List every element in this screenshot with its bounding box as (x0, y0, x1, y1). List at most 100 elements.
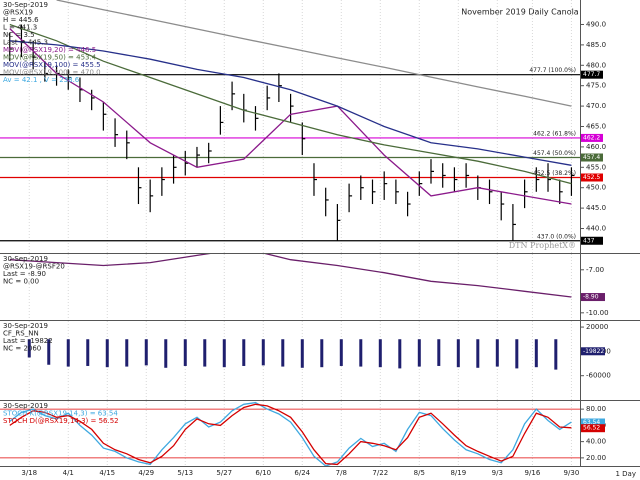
legend-text: 30-Sep-2019 (3, 322, 48, 330)
bar (320, 339, 324, 368)
last-label: -19822 (583, 348, 604, 355)
level-box (581, 133, 603, 142)
y-tick-label: 460.0 (586, 143, 606, 151)
bar (222, 339, 226, 368)
legend-entry: MOV(@RSX19,100) = 455.5 (3, 61, 101, 69)
bar (105, 339, 109, 368)
x-tick-label: 7/22 (372, 469, 388, 477)
level-label: 452.5 (38.2%) (533, 170, 576, 177)
level-box-label: 477.7 (583, 71, 600, 78)
panel (27, 321, 572, 400)
y-tick-label: 40.00 (586, 438, 606, 446)
bar (203, 339, 207, 367)
bar (495, 339, 499, 367)
legend-text: L = 441.3 (3, 24, 37, 32)
bar (554, 339, 558, 370)
y-tick-label: 490.0 (586, 20, 606, 28)
y-tick-label: 450.0 (586, 184, 606, 192)
bar (183, 339, 187, 366)
x-tick-label: 9/16 (525, 469, 541, 477)
bar (281, 339, 285, 367)
bar (398, 339, 402, 369)
x-tick-label: 3/18 (21, 469, 37, 477)
legend-note: Av = 42.1 , V = 238.6 (3, 76, 80, 84)
bar (456, 339, 460, 368)
level-box (581, 173, 603, 182)
series-line (9, 403, 572, 466)
bar (300, 339, 304, 368)
y-tick-label: -60000 (586, 372, 611, 380)
level-label: 437.0 (0.0%) (537, 233, 576, 240)
x-tick-label: 6/10 (255, 469, 271, 477)
y-tick-label: 485.0 (586, 41, 606, 49)
bar (339, 339, 343, 366)
level-label: 477.7 (100.0%) (529, 67, 576, 74)
legend-entry: STOCH D(@RSX19,14,3) = 56.52 (3, 417, 119, 425)
y-tick-label: 20000 (586, 323, 608, 331)
legend-text: NC = 2060 (3, 345, 41, 353)
legend-text: @RSX19-@RSF20 (3, 263, 65, 271)
series-line (9, 23, 572, 185)
bar (417, 339, 421, 367)
y-tick-label: 470.0 (586, 102, 606, 110)
level-box-label: 457.4 (583, 154, 600, 161)
bar (515, 339, 519, 369)
bar (476, 339, 480, 368)
bar (534, 339, 538, 368)
legend-entry: MOV(@RSX19,20) = 446.5 (3, 46, 96, 54)
y-tick-label: -10.00 (586, 309, 609, 317)
y-tick-label: 465.0 (586, 123, 606, 131)
y-tick-label: -7.00 (586, 266, 604, 274)
bar (47, 339, 51, 365)
last-label: -8.90 (583, 294, 599, 301)
bar (144, 339, 148, 366)
x-tick-label: 5/27 (216, 469, 232, 477)
y-tick-label: 455.0 (586, 163, 606, 171)
x-tick-label: 5/13 (177, 469, 193, 477)
legend-entry: STOCH K(@RSX19,14,3) = 63.54 (3, 410, 118, 418)
legend-entry: MOV(@RSX19,200) = 470.0 (3, 69, 101, 77)
bar (125, 339, 129, 367)
level-box-label: 452.5 (583, 174, 600, 181)
y-tick-label: 475.0 (586, 82, 606, 90)
x-tick-label: 9/3 (492, 469, 503, 477)
y-tick-label: 440.0 (586, 225, 606, 233)
last-box (581, 424, 605, 433)
bar (437, 339, 441, 366)
panel (0, 0, 580, 253)
legend-entry: MOV(@RSX19,50) = 453.4 (3, 54, 97, 62)
level-box-label: 462.2 (583, 134, 600, 141)
legend-text: H = 445.6 (3, 16, 39, 24)
watermark: DTN ProphetX® (509, 241, 576, 250)
x-tick-label: 4/29 (138, 469, 154, 477)
legend-text: NC = 0.00 (3, 278, 39, 286)
level-box (581, 236, 603, 245)
level-box (581, 153, 603, 162)
chart-title: November 2019 Daily Canola (461, 8, 579, 17)
legend-text: 30-Sep-2019 (3, 255, 48, 263)
last-box (581, 347, 605, 356)
last-label: 63.54 (583, 419, 600, 426)
x-tick-label: 8/5 (414, 469, 425, 477)
x-tick-label: 7/8 (336, 469, 347, 477)
level-box (581, 70, 603, 79)
last-label: 56.52 (583, 425, 600, 432)
last-box (581, 293, 605, 302)
legend-text: @RSX19 (3, 9, 33, 17)
y-tick-label: 20.00 (586, 454, 606, 462)
legend-text: CF_RS_NN (3, 330, 39, 338)
interval-label: 1 Day (615, 470, 636, 478)
series-line (9, 28, 572, 205)
x-tick-label: 9/30 (564, 469, 580, 477)
series-line (9, 254, 572, 298)
y-tick-label: 445.0 (586, 204, 606, 212)
x-tick-label: 4/15 (99, 469, 115, 477)
legend-text: Last = -19822 (3, 337, 53, 345)
legend-text: NC = 3.5 (3, 31, 35, 39)
bar (378, 339, 382, 368)
y-tick-label: 80.00 (586, 405, 606, 413)
bar (359, 339, 363, 367)
legend-text: Last = -8.90 (3, 270, 46, 278)
legend-text: 30-Sep-2019 (3, 402, 48, 410)
bar (86, 339, 90, 366)
